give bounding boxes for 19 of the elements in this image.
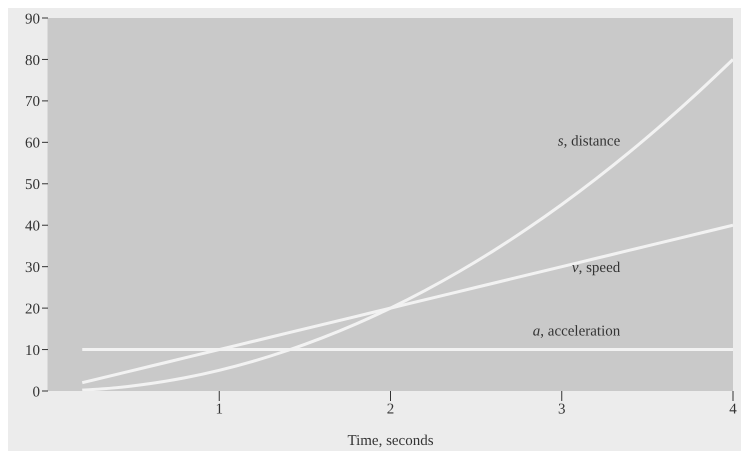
y-tick-label: 20	[25, 301, 40, 318]
x-axis-title: Time, seconds	[347, 433, 434, 449]
y-tick-label: 40	[25, 218, 40, 235]
x-tick-label: 1	[216, 402, 223, 418]
series-label: v, speed	[572, 260, 621, 276]
y-tick-label: 60	[25, 136, 40, 152]
y-tick-label: 50	[25, 177, 40, 194]
y-tick-label: 70	[25, 94, 40, 110]
y-tick-label: 90	[25, 11, 40, 28]
x-tick-label: 4	[729, 402, 738, 418]
y-tick-label: 10	[25, 342, 40, 359]
line-series	[80, 58, 733, 391]
x-tick-label: 3	[558, 402, 566, 418]
series-label: s, distance	[558, 133, 621, 150]
y-tick-label: 80	[25, 52, 40, 69]
series-label: a, acceleration	[532, 324, 621, 340]
x-tick-label: 2	[386, 402, 394, 418]
y-tick-label: 30	[25, 260, 40, 276]
y-tick-label: 0	[32, 384, 40, 400]
